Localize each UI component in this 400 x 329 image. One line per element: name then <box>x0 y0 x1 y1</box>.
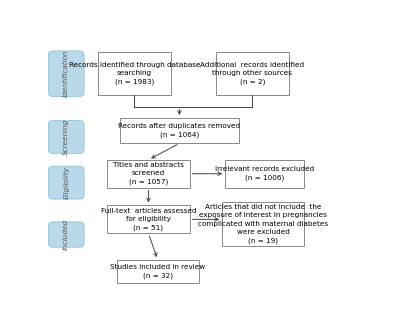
FancyBboxPatch shape <box>48 222 84 247</box>
Text: Irrelevant records excluded
(n = 1006): Irrelevant records excluded (n = 1006) <box>215 166 314 181</box>
FancyBboxPatch shape <box>48 120 84 153</box>
Text: Additional  records identified
through other sources
(n = 2): Additional records identified through ot… <box>200 62 304 85</box>
FancyBboxPatch shape <box>117 260 199 283</box>
FancyBboxPatch shape <box>98 52 171 95</box>
Text: Screening: Screening <box>63 119 69 155</box>
Text: Included: Included <box>63 219 69 250</box>
FancyBboxPatch shape <box>48 51 84 96</box>
Text: Articles that did not include  the
exposure of interest in pregnancies
complicat: Articles that did not include the exposu… <box>198 204 328 243</box>
Text: Records after duplicates removed
(n = 1064): Records after duplicates removed (n = 10… <box>118 123 240 138</box>
FancyBboxPatch shape <box>107 160 190 188</box>
Text: Records identified through database
searching
(n = 1983): Records identified through database sear… <box>69 62 200 85</box>
FancyBboxPatch shape <box>107 205 190 233</box>
FancyBboxPatch shape <box>48 166 84 199</box>
Text: Studies included in review
(n = 32): Studies included in review (n = 32) <box>110 264 205 279</box>
FancyBboxPatch shape <box>120 118 239 143</box>
FancyBboxPatch shape <box>222 202 304 246</box>
Text: Titles and abstracts
screened
(n = 1057): Titles and abstracts screened (n = 1057) <box>113 162 184 185</box>
FancyBboxPatch shape <box>225 160 304 188</box>
Text: Eligibility: Eligibility <box>63 166 69 199</box>
Text: Full-text  articles assessed
for eligibility
(n = 51): Full-text articles assessed for eligibil… <box>101 208 196 231</box>
FancyBboxPatch shape <box>216 52 289 95</box>
Text: Identification: Identification <box>63 50 69 97</box>
